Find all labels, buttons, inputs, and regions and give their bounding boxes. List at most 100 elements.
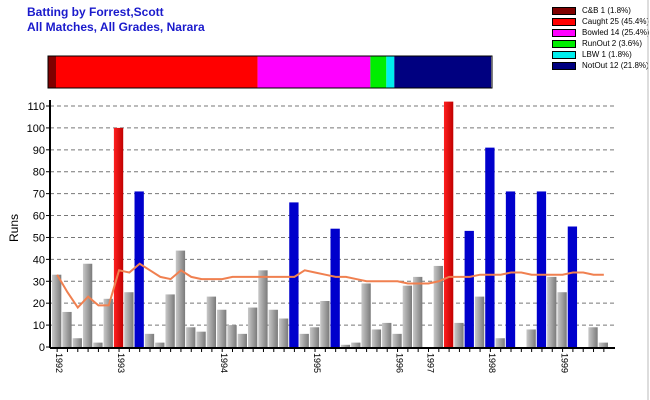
x-tick-label: 1996 [394, 353, 404, 373]
y-tick-label: 30 [33, 276, 45, 288]
legend: C&B 1 (1.8%) Caught 25 (45.4%) Bowled 14 (… [552, 5, 650, 71]
x-tick-label: 1999 [559, 353, 569, 373]
innings-bar [567, 226, 578, 347]
average-line [56, 262, 604, 310]
innings-bar [103, 298, 113, 347]
legend-item: Caught 25 (45.4%) [552, 16, 650, 27]
dismissal-bar-border [47, 55, 493, 89]
innings-bar [598, 342, 608, 347]
innings-bar [278, 318, 289, 347]
x-tick-label: 1994 [219, 353, 229, 373]
innings-bar [124, 292, 134, 347]
legend-swatch [552, 6, 576, 15]
innings-bar [247, 307, 258, 347]
innings-bar [413, 276, 423, 347]
dismissal-segment-runout [370, 56, 387, 88]
innings-bar [536, 191, 547, 347]
legend-item: Bowled 14 (25.4%) [552, 27, 650, 38]
y-axis-label: Runs [7, 214, 21, 242]
legend-swatch [552, 17, 576, 26]
chart-subtitle: All Matches, All Grades, Narara [27, 20, 205, 34]
y-tick-label: 80 [33, 167, 45, 179]
innings-bar [52, 274, 62, 347]
innings-bar [402, 285, 413, 347]
innings-bar [175, 250, 186, 347]
innings-bar [485, 147, 495, 347]
x-tick-label: 1995 [312, 353, 322, 373]
y-tick-label: 50 [33, 232, 45, 244]
innings-bar [371, 329, 382, 347]
innings-bar [443, 101, 454, 347]
innings-bar [165, 294, 175, 347]
innings-bar [237, 333, 247, 347]
innings-bar [454, 322, 464, 347]
innings-bar [340, 344, 351, 347]
innings-bar [361, 283, 371, 347]
innings-bar [495, 338, 505, 347]
innings-bar [227, 325, 237, 347]
innings-bar [547, 276, 557, 347]
x-tick-label: 1992 [54, 353, 64, 373]
innings-bar [258, 270, 268, 347]
innings-bar [433, 265, 443, 347]
innings-bar [268, 309, 278, 347]
innings-bar [309, 327, 320, 347]
innings-bar [72, 338, 82, 347]
innings-bar [557, 292, 567, 347]
x-tick-label: 1997 [425, 353, 435, 373]
innings-bar [382, 322, 392, 347]
innings-bar [505, 191, 516, 347]
y-tick-label: 90 [33, 145, 45, 157]
y-tick-label: 20 [33, 298, 45, 310]
innings-bar [206, 296, 217, 347]
legend-label: Caught 25 (45.4%) [582, 17, 650, 26]
innings-bar [134, 191, 144, 347]
innings-bar [289, 202, 299, 347]
legend-item: RunOut 2 (3.6%) [552, 38, 650, 49]
innings-bar [330, 228, 340, 347]
innings-bar [196, 331, 206, 347]
innings-bar [392, 333, 402, 347]
dismissal-segment-lbw [386, 56, 395, 88]
dismissal-segment-bowled [257, 56, 371, 88]
legend-item: NotOut 12 (21.8%) [552, 60, 650, 71]
innings-bar [351, 342, 361, 347]
legend-swatch [552, 61, 576, 70]
innings-bar [474, 296, 485, 347]
dismissal-segment-c&b [48, 56, 56, 88]
innings-bar [526, 329, 536, 347]
innings-bar [144, 333, 155, 347]
legend-item: LBW 1 (1.8%) [552, 49, 650, 60]
dismissal-segment-caught [55, 56, 258, 88]
y-tick-label: 110 [27, 101, 45, 113]
dismissal-segment-notout [394, 56, 492, 88]
x-tick-label: 1998 [487, 353, 497, 373]
innings-bar [588, 327, 598, 347]
innings-bar [464, 230, 474, 347]
x-tick-label: 1993 [116, 353, 126, 373]
innings-bar [155, 342, 165, 347]
legend-label: LBW 1 (1.8%) [582, 50, 632, 59]
innings-bar [93, 342, 103, 347]
legend-item: C&B 1 (1.8%) [552, 5, 650, 16]
legend-swatch [552, 39, 576, 48]
legend-swatch [552, 50, 576, 59]
y-tick-label: 70 [33, 189, 45, 201]
y-tick-label: 10 [33, 320, 45, 332]
legend-label: RunOut 2 (3.6%) [582, 39, 643, 48]
legend-label: Bowled 14 (25.4%) [582, 28, 650, 37]
y-tick-label: 60 [33, 211, 45, 223]
innings-bar [113, 127, 124, 347]
chart-title: Batting by Forrest,Scott [27, 5, 164, 19]
innings-bar [186, 327, 196, 347]
innings-bar [62, 311, 72, 347]
innings-bar [82, 263, 93, 347]
y-tick-label: 0 [39, 342, 45, 354]
innings-bar [320, 300, 330, 347]
y-tick-label: 40 [33, 254, 45, 266]
legend-label: C&B 1 (1.8%) [582, 6, 631, 15]
legend-swatch [552, 28, 576, 37]
innings-bar [299, 333, 309, 347]
